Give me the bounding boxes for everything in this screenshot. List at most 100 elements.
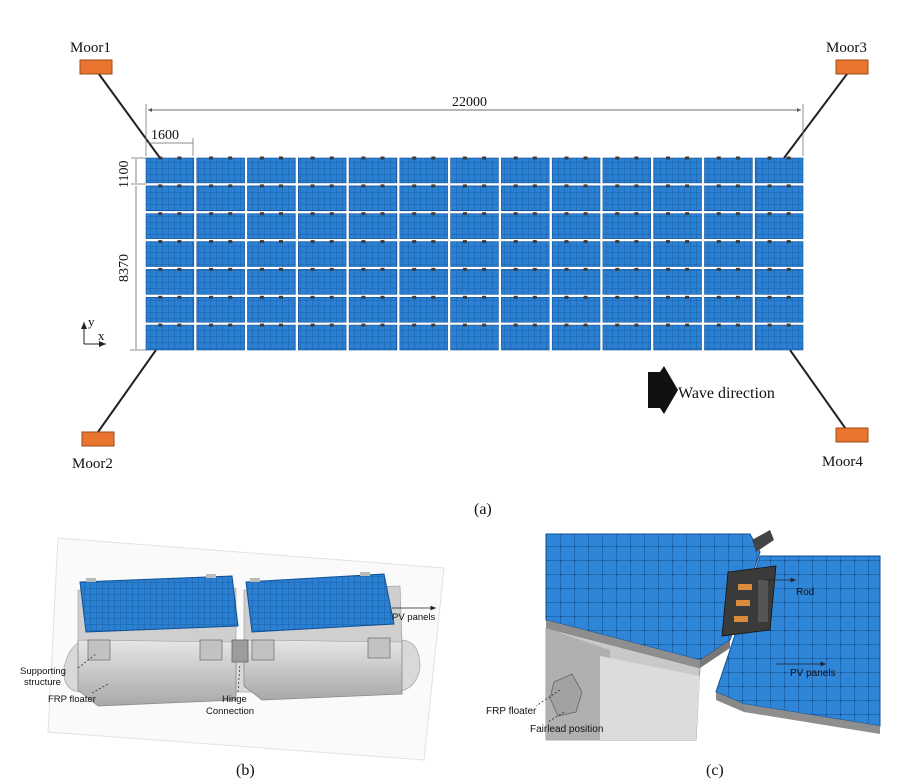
module-clamp xyxy=(310,267,315,271)
pv-module xyxy=(450,269,499,295)
pv-module xyxy=(348,241,398,267)
module-clamp xyxy=(513,184,518,188)
pv-module xyxy=(551,296,601,323)
module-clamp xyxy=(177,295,182,299)
pv-module xyxy=(247,296,296,323)
module-clamp xyxy=(716,156,721,160)
module-clamp xyxy=(431,212,436,216)
pv-module xyxy=(196,269,245,295)
module-clamp xyxy=(532,267,537,271)
module-clamp xyxy=(786,184,791,188)
module-clamp xyxy=(279,156,283,160)
pv-module xyxy=(754,157,804,184)
module-clamp xyxy=(786,295,791,299)
pv-module xyxy=(501,269,550,295)
axis-x-label: x xyxy=(98,328,105,343)
module-clamp xyxy=(615,212,620,216)
module-clamp xyxy=(462,156,467,160)
module-clamp xyxy=(564,267,569,271)
pv-module xyxy=(653,185,702,212)
pv-module xyxy=(450,185,499,212)
module-clamp xyxy=(361,212,366,216)
pv-module xyxy=(297,157,347,184)
module-clamp xyxy=(735,156,740,160)
pv-module xyxy=(297,241,347,267)
pv-module xyxy=(704,185,753,212)
module-clamp xyxy=(462,267,467,271)
mooring-label-3: Moor3 xyxy=(826,40,867,56)
module-clamp xyxy=(259,295,264,299)
module-clamp xyxy=(482,212,487,216)
pv-module xyxy=(297,324,347,351)
module-clamp xyxy=(513,267,518,271)
module-clamp xyxy=(412,240,417,244)
dimension-module-width: 1100 xyxy=(117,157,146,188)
module-clamp xyxy=(462,295,467,299)
module-clamp xyxy=(735,323,740,327)
pv-module xyxy=(704,213,753,239)
pv-module xyxy=(247,213,296,239)
module-clamp xyxy=(634,323,639,327)
pv-module xyxy=(297,185,347,212)
module-clamp xyxy=(412,295,417,299)
module-clamp xyxy=(259,267,264,271)
module-clamp xyxy=(462,212,467,216)
module-clamp xyxy=(228,212,233,216)
module-clamp xyxy=(209,267,214,271)
dim-module-width-text: 1100 xyxy=(117,161,132,188)
module-clamp xyxy=(310,295,315,299)
wave-direction-arrow-icon xyxy=(648,366,678,414)
module-clamp xyxy=(361,240,366,244)
pv-module xyxy=(551,185,601,212)
module-clamp xyxy=(532,212,537,216)
pv-module xyxy=(196,296,245,323)
module-clamp xyxy=(767,267,772,271)
pv-module xyxy=(501,213,550,239)
pv-module xyxy=(501,296,550,323)
pv-module xyxy=(602,324,652,351)
module-clamp xyxy=(431,267,436,271)
module-clamp xyxy=(177,156,182,160)
pv-module xyxy=(247,324,296,351)
module-clamp xyxy=(735,212,740,216)
module-clamp xyxy=(259,156,264,160)
module-clamp xyxy=(564,295,569,299)
pv-module xyxy=(145,269,195,295)
module-clamp xyxy=(310,184,315,188)
module-clamp xyxy=(666,323,670,327)
module-clamp xyxy=(615,156,620,160)
pv-module xyxy=(653,213,702,239)
pv-module xyxy=(145,157,195,184)
module-clamp xyxy=(564,184,569,188)
module-clamp xyxy=(279,323,283,327)
floater-module-2 xyxy=(243,572,403,701)
pv-module xyxy=(653,324,702,351)
panel-a-label: (a) xyxy=(474,501,492,518)
mooring-label-1: Moor1 xyxy=(70,40,111,56)
pv-module xyxy=(297,213,347,239)
module-clamp xyxy=(583,295,588,299)
label-rod: Rod xyxy=(796,587,814,598)
module-clamp xyxy=(209,323,214,327)
module-clamp xyxy=(380,240,385,244)
module-clamp xyxy=(513,156,518,160)
label-frp-floater-c: FRP floater xyxy=(486,706,537,717)
module-clamp xyxy=(716,295,721,299)
module-clamp xyxy=(177,240,182,244)
dim-module-length-text: 1600 xyxy=(151,128,179,143)
module-clamp xyxy=(634,267,639,271)
module-clamp xyxy=(767,323,772,327)
module-clamp xyxy=(716,240,721,244)
mooring-line-4 xyxy=(789,349,849,433)
module-clamp xyxy=(177,212,182,216)
mooring-block-4 xyxy=(835,427,869,443)
module-clamp xyxy=(329,295,334,299)
module-clamp xyxy=(716,212,721,216)
module-clamp xyxy=(431,295,436,299)
module-clamp xyxy=(329,267,334,271)
module-clamp xyxy=(259,212,264,216)
module-clamp xyxy=(209,295,214,299)
pv-module xyxy=(399,241,448,267)
module-clamp xyxy=(310,240,315,244)
floater-module-1 xyxy=(77,574,239,707)
